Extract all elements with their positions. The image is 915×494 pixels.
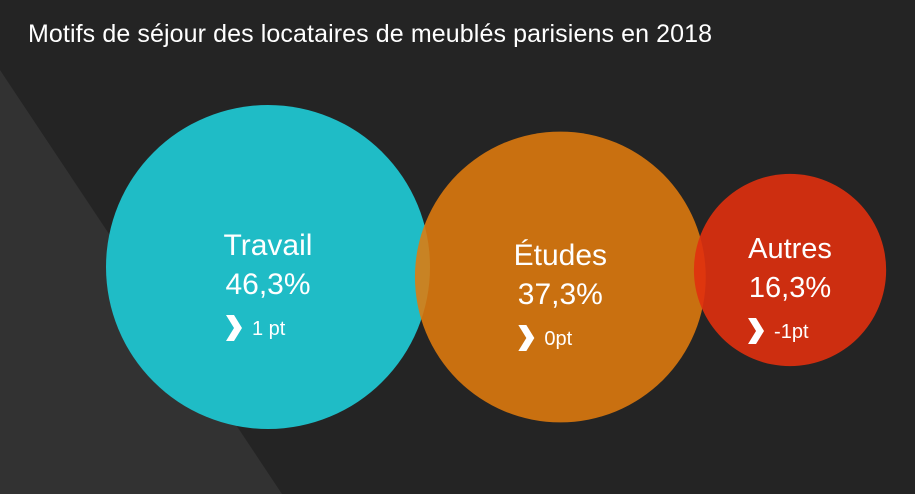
chevron-right-icon bbox=[226, 315, 242, 341]
bubble-autres bbox=[693, 173, 887, 367]
bubble-etudes bbox=[414, 131, 706, 423]
bubble-label-travail: Travail bbox=[224, 229, 313, 262]
bubble-label-autres: Autres bbox=[748, 233, 832, 265]
chevron-right-icon bbox=[518, 325, 535, 351]
bubble-value-travail: 46,3% bbox=[225, 268, 310, 301]
bubble-change-travail: 1 pt bbox=[252, 318, 286, 340]
bubble-change-etudes: 0pt bbox=[544, 328, 572, 350]
bubble-value-autres: 16,3% bbox=[749, 272, 831, 304]
bubble-travail bbox=[106, 105, 430, 429]
bubble-change-autres: -1pt bbox=[774, 321, 809, 343]
chart-title: Motifs de séjour des locataires de meubl… bbox=[28, 20, 713, 48]
chevron-right-icon bbox=[748, 318, 765, 344]
bubble-value-etudes: 37,3% bbox=[518, 278, 603, 311]
bubble-label-etudes: Études bbox=[514, 239, 607, 272]
